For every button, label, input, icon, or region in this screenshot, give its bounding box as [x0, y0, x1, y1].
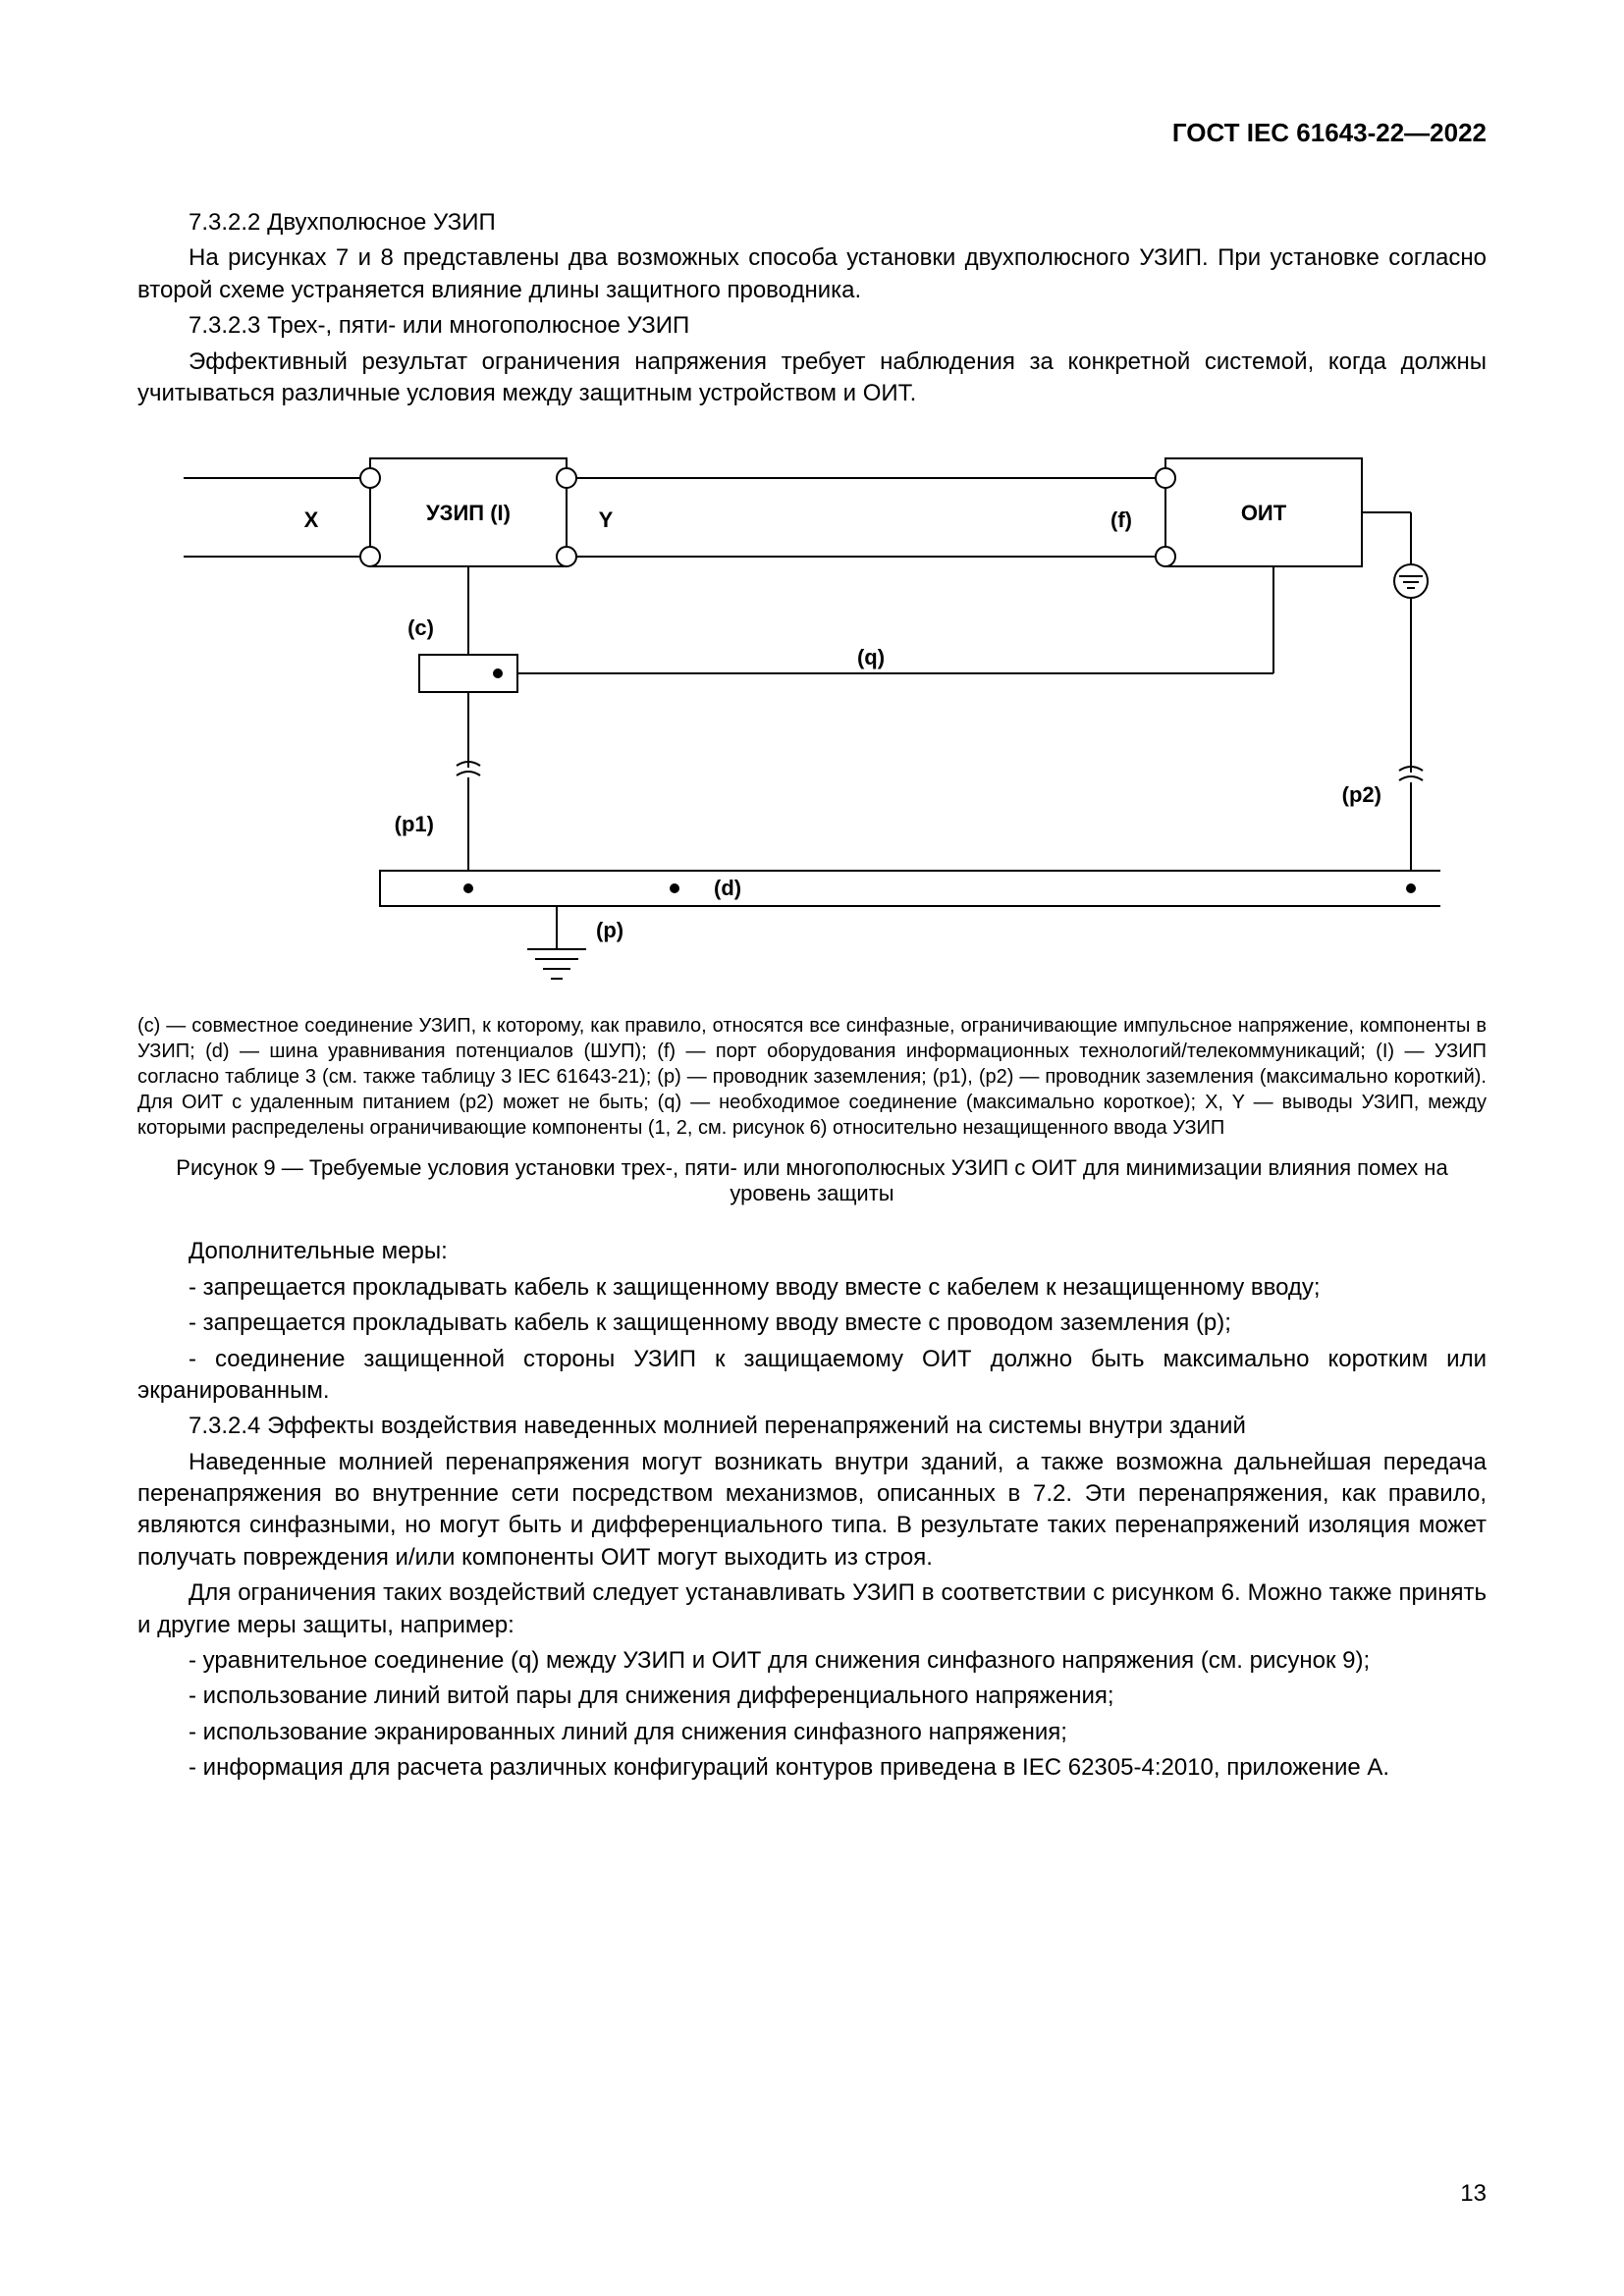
page-header-standard: ГОСТ IEC 61643-22—2022 — [137, 118, 1487, 148]
sec-7324-li2: - использование линий витой пары для сни… — [137, 1681, 1487, 1712]
additional-measures: Дополнительные меры: - запрещается прокл… — [137, 1236, 1487, 1784]
sec-7323-p1: Эффективный результат ограничения напряж… — [137, 347, 1487, 410]
sec-7324-p1: Наведенные молнией перенапряжения могут … — [137, 1447, 1487, 1575]
label-p2: (p2) — [1342, 782, 1381, 807]
label-oit: ОИТ — [1241, 501, 1287, 525]
label-c: (c) — [407, 615, 434, 640]
label-f: (f) — [1110, 507, 1132, 532]
additional-li2: - запрещается прокладывать кабель к защи… — [137, 1308, 1487, 1339]
label-p: (p) — [596, 918, 623, 942]
sec-7322-num: 7.3.2.2 Двухполюсное УЗИП — [137, 207, 1487, 239]
label-x: X — [304, 507, 319, 532]
label-spd: УЗИП (I) — [426, 501, 511, 525]
document-body: 7.3.2.2 Двухполюсное УЗИП На рисунках 7 … — [137, 207, 1487, 409]
label-q: (q) — [857, 645, 885, 669]
sec-7324-li1: - уравнительное соединение (q) между УЗИ… — [137, 1645, 1487, 1677]
additional-heading: Дополнительные меры: — [137, 1236, 1487, 1267]
label-y: Y — [599, 507, 614, 532]
figure-9-caption: Рисунок 9 — Требуемые условия установки … — [137, 1155, 1487, 1206]
sec-7324-li3: - использование экранированных линий для… — [137, 1717, 1487, 1748]
label-d: (d) — [714, 876, 741, 900]
additional-li1: - запрещается прокладывать кабель к защи… — [137, 1272, 1487, 1304]
figure-9: X УЗИП (I) Y (f) ОИТ — [137, 439, 1487, 993]
additional-li3: - соединение защищенной стороны УЗИП к з… — [137, 1344, 1487, 1408]
figure-9-legend: (c) — совместное соединение УЗИП, к кото… — [137, 1013, 1487, 1141]
sec-7324-num: 7.3.2.4 Эффекты воздействия наведенных м… — [137, 1411, 1487, 1442]
page-number: 13 — [1460, 2180, 1487, 2208]
sec-7324-p2: Для ограничения таких воздействий следуе… — [137, 1577, 1487, 1641]
sec-7323-num: 7.3.2.3 Трех-, пяти- или многополюсное У… — [137, 310, 1487, 342]
sec-7324-li4: - информация для расчета различных конфи… — [137, 1752, 1487, 1784]
label-p1: (p1) — [395, 812, 434, 836]
figure-9-svg: X УЗИП (I) Y (f) ОИТ — [184, 439, 1440, 988]
sec-7322-p1: На рисунках 7 и 8 представлены два возмо… — [137, 242, 1487, 306]
